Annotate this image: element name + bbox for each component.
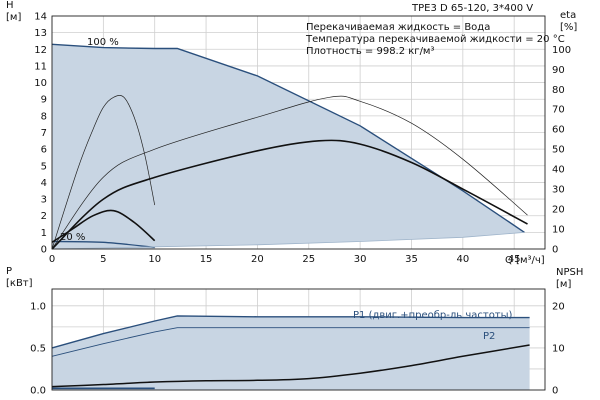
y-tick-label-head: 9 [41,95,47,106]
flow-axis-label: Q [м³/ч] [505,255,545,266]
curve-npsh [51,344,530,388]
y-tick-label-head: 10 [34,78,47,89]
tick-labels: 0 5 10 15 20 25 30 35 40 450123456789101112131401… [30,12,571,397]
axis-eta-line: eta [560,10,576,21]
y-tick-label-head: 1 [41,228,47,239]
y-tick-label-npsh: 20 [552,301,565,312]
npsh-axis-label: NPSH [м] [556,267,583,290]
y-tick-label-power: 1.0 [30,301,46,312]
curve-efficiency-min [51,95,156,250]
y-tick-label-eta: 90 [552,65,565,76]
y-tick-label-head: 7 [41,128,47,139]
y-tick-label-eta: 60 [552,125,565,136]
annotation-liquid: Перекачиваемая жидкость = Вода [306,22,490,33]
plot-frames [51,15,546,391]
axis-h-line: [м] [6,12,21,23]
y-tick-label-eta: 100 [552,45,571,56]
axis-eta-line: [%] [560,22,577,33]
y-tick-label-head: 5 [41,161,47,172]
y-tick-label-eta: 30 [552,185,565,196]
x-tick-label: 10 [148,254,161,265]
curve-power-p1 [51,315,530,349]
area-power [52,315,530,390]
x-tick-label: 15 [200,254,213,265]
curve-duty-line [51,232,525,250]
x-tick-label: 45 [508,254,521,265]
axis-p-line: [кВт] [6,278,33,289]
top-plot-frame [51,15,546,250]
chart-title: TPE3 D 65-120, 3*400 V [411,3,533,14]
y-tick-label-npsh: 10 [552,343,565,354]
area-100-percent [52,44,525,249]
series-label-p2: P2 [483,331,495,342]
annotation-density: Плотность = 998.2 кг/м³ [306,46,435,57]
curve-head-max [51,139,528,250]
series-label-100: 100 % [87,37,119,48]
y-tick-label-head: 0 [41,245,47,256]
y-tick-label-eta: 0 [552,245,558,256]
y-tick-label-eta: 10 [552,225,565,236]
y-tick-label-head: 6 [41,145,47,156]
x-tick-label: 30 [354,254,367,265]
curve-power-p2 [51,327,530,357]
head-axis-label: H [м] [6,0,21,23]
x-tick-label: 35 [405,254,418,265]
x-tick-label: 25 [302,254,315,265]
curve-20-percent [51,240,155,248]
x-tick-label: 0 [49,254,55,265]
y-tick-label-power: 0.5 [30,343,46,354]
bottom-plot-frame [51,288,546,391]
axis-p-line: P [6,266,12,277]
curves [51,43,530,390]
x-tick-label: 20 [251,254,264,265]
y-tick-label-npsh: 0 [552,386,558,397]
eta-axis-label: eta [%] [560,10,577,33]
curve-head-min [51,209,156,243]
annotation-temperature: Температура перекачиваемой жидкости = 20… [305,34,565,45]
y-tick-label-head: 2 [41,211,47,222]
y-tick-label-eta: 20 [552,205,565,216]
y-tick-label-head: 13 [34,28,47,39]
x-tick-label: 40 [456,254,469,265]
x-tick-label: 5 [100,254,106,265]
y-tick-label-eta: 80 [552,85,565,96]
y-tick-label-head: 3 [41,195,47,206]
y-tick-label-head: 8 [41,111,47,122]
axis-npsh-line: [м] [556,279,571,290]
axis-npsh-line: NPSH [556,267,583,278]
y-tick-label-head: 14 [34,12,47,23]
y-tick-label-head: 11 [34,61,47,72]
power-axis-label: P [кВт] [6,266,33,289]
axis-h-line: H [6,0,14,11]
y-tick-label-eta: 50 [552,145,565,156]
series-label-p1: P1 (двиг.+преобр-ль частоты) [353,310,513,321]
curve-efficiency-max [51,95,528,250]
y-tick-label-eta: 40 [552,165,565,176]
y-tick-label-eta: 70 [552,105,565,116]
y-tick-label-head: 12 [34,45,47,56]
y-tick-label-power: 0.0 [30,386,46,397]
y-tick-label-head: 4 [41,178,47,189]
series-label-20: 20 % [60,232,85,243]
